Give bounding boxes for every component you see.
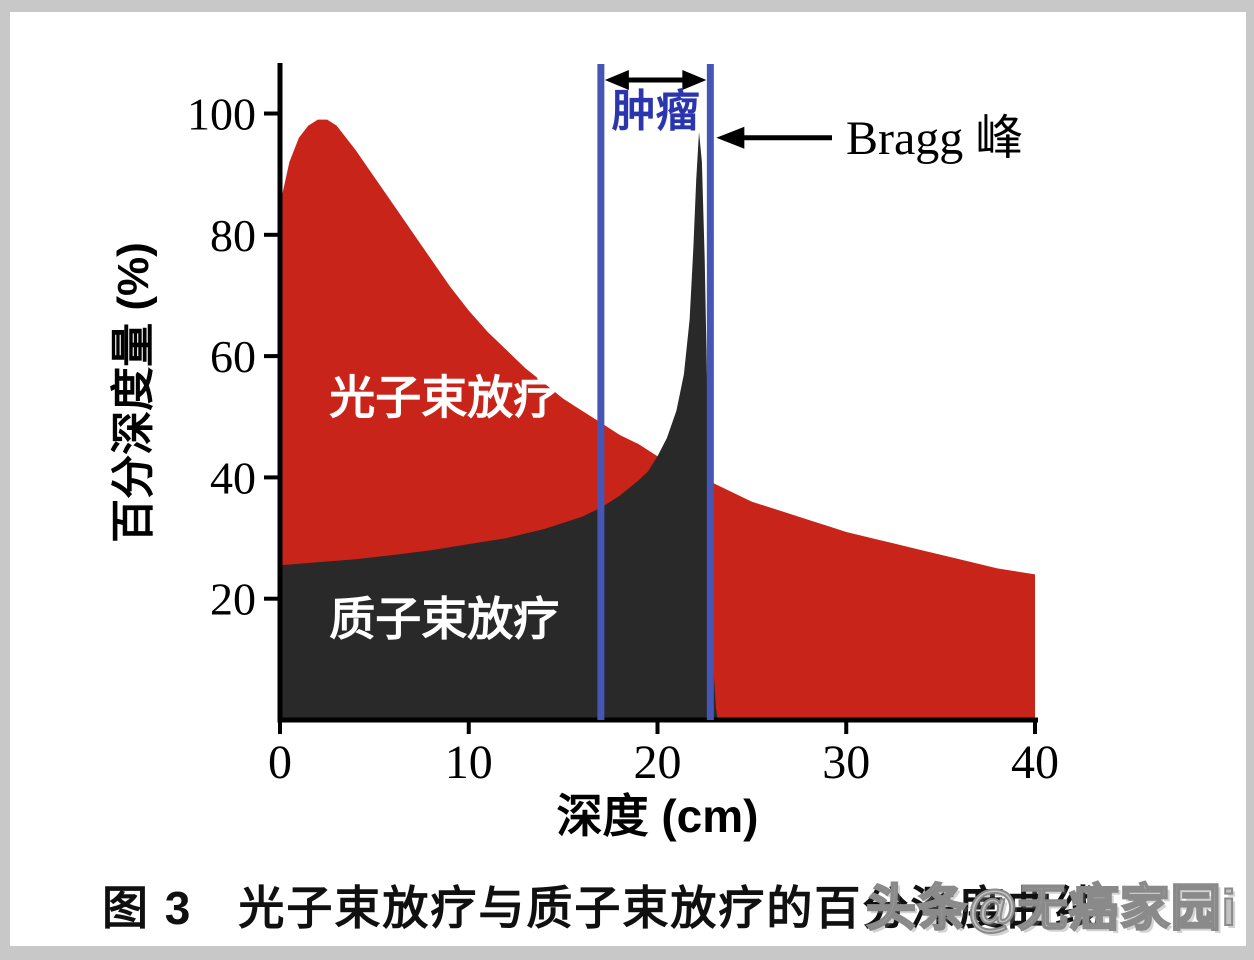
figure-caption-text: 光子束放疗与质子束放疗的百分深度曲线 [238, 882, 1103, 934]
x-tick-label: 20 [634, 736, 682, 789]
y-tick-label: 80 [210, 210, 256, 261]
x-tick-label: 10 [445, 736, 493, 789]
tumor-label: 肿瘤 [612, 87, 700, 136]
bragg-peak-label: Bragg 峰 [846, 112, 1023, 165]
x-tick-label: 40 [1011, 736, 1059, 789]
bragg-arrowhead [716, 126, 745, 149]
x-tick-label: 30 [822, 736, 870, 789]
y-tick-label: 60 [210, 331, 256, 382]
proton-area [280, 131, 718, 720]
x-tick-label: 0 [268, 736, 292, 789]
watermark-text: 头条@无癌家园i [865, 879, 1237, 937]
photon-area-label: 光子束放疗 [329, 372, 559, 424]
x-axis-title: 深度 (cm) [557, 790, 759, 842]
figure-caption-number: 图 3 [102, 882, 193, 934]
figure-caption: 图 3 光子束放疗与质子束放疗的百分深度曲线 [102, 872, 1102, 938]
tumor-arrowhead-left [604, 70, 629, 90]
tumor-arrowhead-right [682, 70, 707, 90]
proton-area-label: 质子束放疗 [329, 593, 559, 645]
y-tick-label: 100 [187, 89, 256, 140]
y-axis-title: 百分深度量 (%) [109, 242, 158, 543]
y-tick-label: 40 [210, 452, 256, 503]
y-tick-label: 20 [210, 574, 256, 625]
